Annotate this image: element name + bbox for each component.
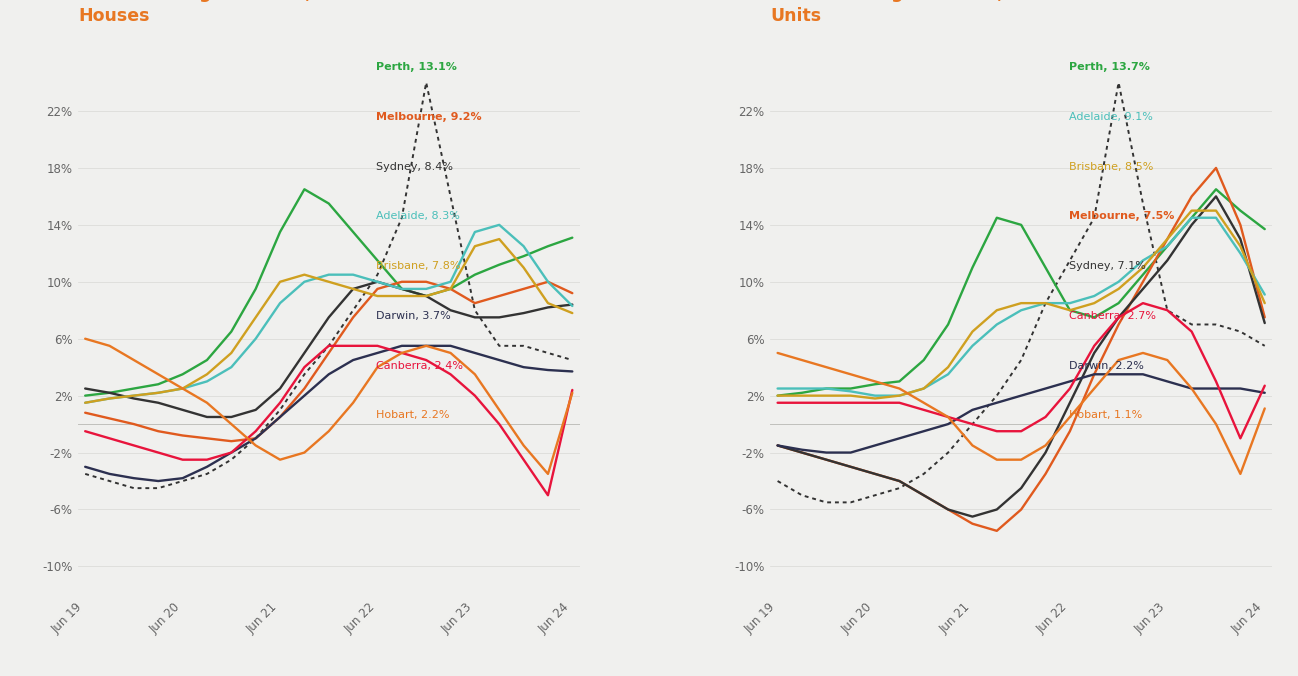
Text: Brisbane, 7.8%: Brisbane, 7.8%: [376, 261, 461, 271]
Text: Hobart, 1.1%: Hobart, 1.1%: [1068, 410, 1142, 420]
Text: Hobart, 2.2%: Hobart, 2.2%: [376, 410, 450, 420]
Text: Darwin, 3.7%: Darwin, 3.7%: [376, 311, 452, 321]
Text: Perth, 13.1%: Perth, 13.1%: [376, 62, 457, 72]
Text: Canberra, 2.7%: Canberra, 2.7%: [1068, 311, 1155, 321]
Text: Perth, 13.7%: Perth, 13.7%: [1068, 62, 1150, 72]
Text: Brisbane, 8.5%: Brisbane, 8.5%: [1068, 162, 1153, 172]
Text: Melbourne, 9.2%: Melbourne, 9.2%: [376, 112, 482, 122]
Text: Canberra, 2.4%: Canberra, 2.4%: [376, 361, 463, 370]
Text: Sydney, 7.1%: Sydney, 7.1%: [1068, 261, 1146, 271]
Text: Annual change in rents,
Houses: Annual change in rents, Houses: [78, 0, 312, 26]
Text: Annual change in rents,
Units: Annual change in rents, Units: [770, 0, 1005, 26]
Text: Darwin, 2.2%: Darwin, 2.2%: [1068, 361, 1144, 370]
Text: Adelaide, 8.3%: Adelaide, 8.3%: [376, 212, 461, 222]
Text: Sydney, 8.4%: Sydney, 8.4%: [376, 162, 453, 172]
Text: Adelaide, 9.1%: Adelaide, 9.1%: [1068, 112, 1153, 122]
Text: Melbourne, 7.5%: Melbourne, 7.5%: [1068, 212, 1175, 222]
